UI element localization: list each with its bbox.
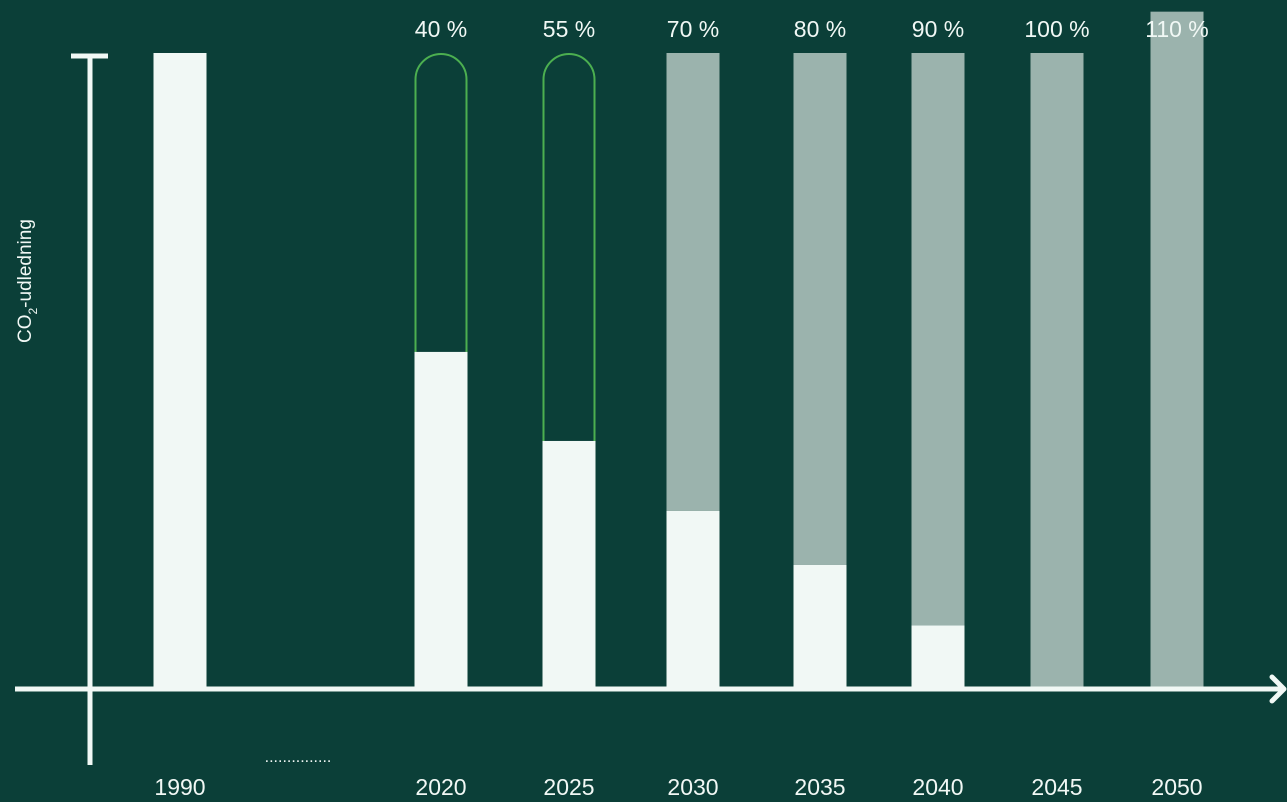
emission-bar-1990	[153, 53, 207, 689]
target-labels: 40 % 55 % 70 % 80 % 90 % 100 % 110 %	[415, 16, 1209, 42]
target-label-2040: 90 %	[912, 16, 964, 42]
target-label-2030: 70 %	[667, 16, 719, 42]
x-tick-label-2040: 2040	[912, 774, 963, 800]
reduction-bar-2040	[911, 53, 965, 626]
x-tick-labels: 1990 2020 2025 2030 2035 2040 2045 2050	[154, 774, 1202, 800]
emission-bar-2040	[911, 625, 965, 689]
emission-bar-2025	[542, 440, 596, 689]
target-label-2025: 55 %	[543, 16, 595, 42]
emission-bar-2030	[666, 510, 720, 689]
reduction-bar-2035	[793, 53, 847, 565]
reduction-bar-2050	[1150, 11, 1204, 690]
target-label-2020: 40 %	[415, 16, 467, 42]
x-tick-label-2025: 2025	[543, 774, 594, 800]
target-label-2035: 80 %	[794, 16, 846, 42]
x-tick-label-2035: 2035	[794, 774, 845, 800]
x-tick-label-2050: 2050	[1151, 774, 1202, 800]
target-label-2050: 110 %	[1145, 16, 1209, 42]
emission-bar-2035	[793, 564, 847, 689]
reduction-outline-2020	[414, 53, 468, 381]
x-tick-label-2030: 2030	[667, 774, 718, 800]
reduction-bar-2045	[1030, 53, 1084, 689]
target-label-2045: 100 %	[1024, 16, 1089, 42]
x-tick-label-2045: 2045	[1031, 774, 1082, 800]
x-axis-arrow-icon	[1269, 674, 1287, 704]
x-tick-label-1990: 1990	[154, 774, 205, 800]
gap-marker: ...............	[265, 749, 332, 766]
y-axis-label: CO2-udledning	[15, 219, 40, 343]
axes	[15, 53, 1287, 765]
x-tick-label-2020: 2020	[415, 774, 466, 800]
emission-bar-2020	[414, 351, 468, 689]
reduction-bar-2030	[666, 53, 720, 511]
reduction-outline-2025	[542, 53, 596, 470]
bar-group	[153, 11, 1204, 690]
